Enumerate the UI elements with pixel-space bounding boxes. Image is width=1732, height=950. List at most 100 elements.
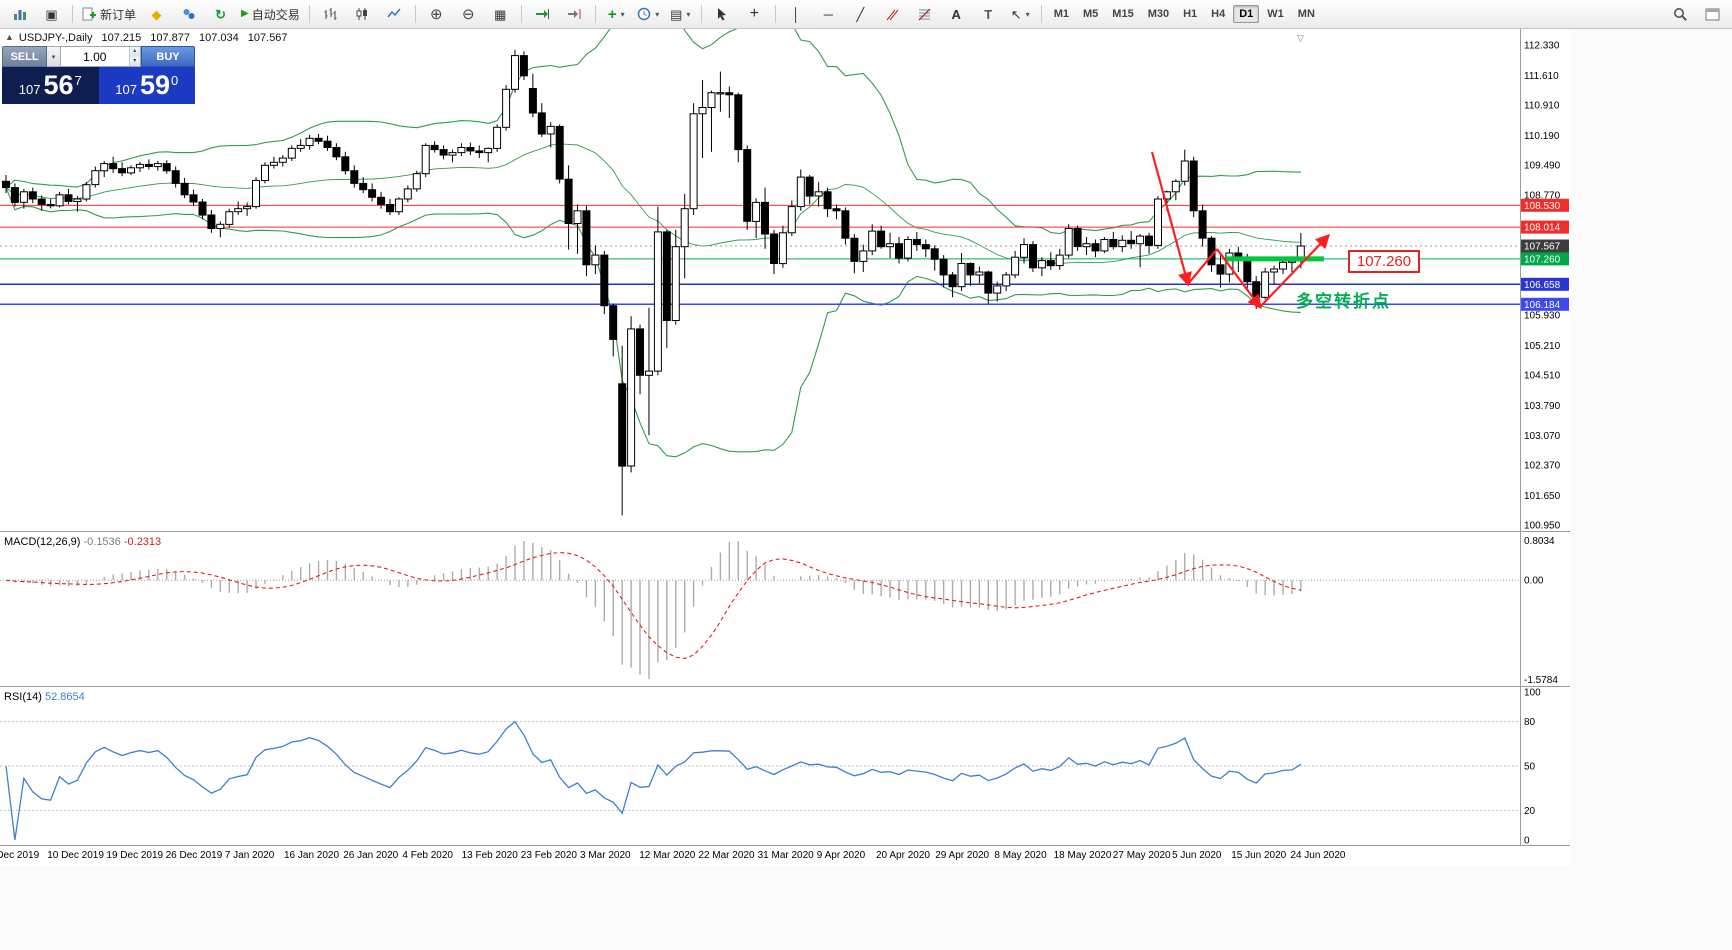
indicators-button[interactable]: + ▾ xyxy=(607,5,625,23)
timeframe-h1-button[interactable]: H1 xyxy=(1183,8,1198,20)
crosshair-button[interactable]: + xyxy=(739,2,770,26)
zigzag-annotation[interactable] xyxy=(1150,151,1330,310)
svg-text:105.210: 105.210 xyxy=(1524,341,1561,352)
ohlc-high: 107.877 xyxy=(150,32,191,44)
svg-text:103.070: 103.070 xyxy=(1524,431,1561,442)
new-chart-button[interactable] xyxy=(4,2,35,26)
svg-text:2 Dec 2019: 2 Dec 2019 xyxy=(0,850,40,861)
volume-stepper[interactable]: ▴ ▾ xyxy=(128,47,140,66)
svg-text:26 Dec 2019: 26 Dec 2019 xyxy=(166,850,223,861)
timeframe-w1-button[interactable]: W1 xyxy=(1267,8,1284,20)
timeframe-m5-button[interactable]: M5 xyxy=(1083,8,1099,20)
new-order-button[interactable]: 新订单 xyxy=(78,2,140,26)
sell-price-point: 7 xyxy=(74,73,82,88)
macd-header: MACD(12,26,9) -0.1536 -0.2313 xyxy=(4,536,161,548)
auto-trading-button[interactable]: ▶ 自动交易 xyxy=(237,2,304,26)
svg-text:110.910: 110.910 xyxy=(1524,100,1560,111)
timeframe-m15-button[interactable]: M15 xyxy=(1112,8,1134,20)
timeframe-m1-button[interactable]: M1 xyxy=(1053,8,1070,20)
ohlc-low: 107.034 xyxy=(199,32,239,44)
fibonacci-button[interactable] xyxy=(909,2,940,26)
svg-text:112.330: 112.330 xyxy=(1524,41,1560,52)
text-label-button[interactable]: T xyxy=(973,2,1004,26)
templates-button[interactable]: ▤ ▾ xyxy=(670,6,691,22)
text-button[interactable]: A xyxy=(941,2,972,26)
vertical-line-button[interactable]: │ xyxy=(781,2,812,26)
tile-windows-icon: ▦ xyxy=(494,6,507,22)
volume-step-down-icon[interactable]: ▾ xyxy=(129,56,140,66)
periods-clock-icon xyxy=(637,7,651,21)
volume-step-up-icon[interactable]: ▴ xyxy=(129,47,140,57)
new-order-icon xyxy=(82,7,96,20)
candles-layer xyxy=(2,49,1305,516)
svg-text:16 Jan 2020: 16 Jan 2020 xyxy=(284,850,339,861)
svg-text:31 Mar 2020: 31 Mar 2020 xyxy=(758,850,815,861)
navigator-button[interactable] xyxy=(173,2,204,26)
rsi-pane xyxy=(0,720,1520,841)
auto-trading-icon: ▶ xyxy=(241,8,249,19)
periods-button[interactable]: ▾ xyxy=(633,2,664,26)
new-order-label: 新订单 xyxy=(100,7,137,22)
order-options-dropdown[interactable]: ▾ xyxy=(47,46,61,67)
zoom-in-button[interactable]: ⊕ xyxy=(421,2,452,26)
text-label-icon: T xyxy=(984,6,993,22)
arrows-button[interactable]: ↖ ▾ xyxy=(1010,6,1030,22)
trendline-button[interactable]: ╱ xyxy=(845,2,876,26)
price-badge xyxy=(1521,297,1569,311)
chart-shift-icon xyxy=(567,9,581,19)
svg-text:8 May 2020: 8 May 2020 xyxy=(994,850,1047,861)
horizontal-line-button[interactable]: ─ xyxy=(813,2,844,26)
chart-canvas[interactable]: ▽ 112.330 111.610 110.910 110.190 109.490 108.… xyxy=(0,29,1570,866)
buy-price-pips: 59 xyxy=(139,70,170,100)
channel-button[interactable] xyxy=(877,2,908,26)
timeframe-mn-button[interactable]: MN xyxy=(1297,8,1315,20)
timeframe-m30-button[interactable]: M30 xyxy=(1147,8,1170,20)
rsi-header: RSI(14) 52.8654 xyxy=(4,691,85,703)
timeframe-d1-button[interactable]: D1 xyxy=(1233,5,1260,23)
profiles-button[interactable]: ▣ xyxy=(36,2,67,26)
cursor-button[interactable] xyxy=(707,2,738,26)
svg-text:15 Jun 2020: 15 Jun 2020 xyxy=(1231,850,1286,861)
ohlc-close: 107.567 xyxy=(247,32,288,44)
terminal-button[interactable]: ↻ xyxy=(205,2,236,26)
turning-point-label[interactable]: 多空转折点 xyxy=(1296,292,1391,311)
svg-text:103.790: 103.790 xyxy=(1524,401,1561,412)
svg-text:10 Dec 2019: 10 Dec 2019 xyxy=(47,850,104,861)
timeframe-h4-button[interactable]: H4 xyxy=(1211,8,1226,20)
sell-price-panel[interactable]: 107 56 7 xyxy=(2,67,99,104)
svg-text:5 Jun 2020: 5 Jun 2020 xyxy=(1172,850,1222,861)
bar-chart-button[interactable] xyxy=(315,2,346,26)
bar-chart-icon xyxy=(324,8,337,20)
text-icon: A xyxy=(951,6,961,22)
main-pane xyxy=(0,29,1520,516)
svg-text:108.014: 108.014 xyxy=(1524,223,1561,234)
svg-text:108.530: 108.530 xyxy=(1524,201,1561,212)
candlestick-chart-button[interactable] xyxy=(347,2,378,26)
svg-text:29 Apr 2020: 29 Apr 2020 xyxy=(935,850,989,861)
svg-text:24 Jun 2020: 24 Jun 2020 xyxy=(1290,850,1345,861)
line-chart-icon xyxy=(387,8,401,18)
svg-text:27 May 2020: 27 May 2020 xyxy=(1113,850,1171,861)
svg-text:106.184: 106.184 xyxy=(1524,300,1561,311)
new-window-button[interactable] xyxy=(1697,2,1728,26)
sell-button[interactable]: SELL xyxy=(2,46,47,67)
market-watch-button[interactable]: ◆ xyxy=(141,2,172,26)
line-chart-button[interactable] xyxy=(379,2,410,26)
zoom-in-icon: ⊕ xyxy=(429,5,443,23)
buy-button[interactable]: BUY xyxy=(141,46,195,67)
chart-symbol-icon: ▲ xyxy=(5,32,14,42)
svg-text:100.950: 100.950 xyxy=(1524,521,1561,532)
chart-shift-button[interactable] xyxy=(559,2,590,26)
sell-price-base: 107 xyxy=(18,82,41,97)
tile-windows-button[interactable]: ▦ xyxy=(485,2,516,26)
svg-text:107.567: 107.567 xyxy=(1524,241,1561,252)
search-button[interactable] xyxy=(1665,2,1696,26)
svg-text:9 Apr 2020: 9 Apr 2020 xyxy=(817,850,866,861)
crosshair-icon: + xyxy=(749,5,759,22)
volume-input[interactable] xyxy=(61,47,129,66)
vertical-line-icon: │ xyxy=(792,6,801,22)
zoom-out-button[interactable]: ⊖ xyxy=(453,2,484,26)
buy-price-panel[interactable]: 107 59 0 xyxy=(98,67,195,104)
price-callout-label[interactable]: 107.260 xyxy=(1348,250,1420,273)
auto-scroll-button[interactable] xyxy=(527,2,558,26)
